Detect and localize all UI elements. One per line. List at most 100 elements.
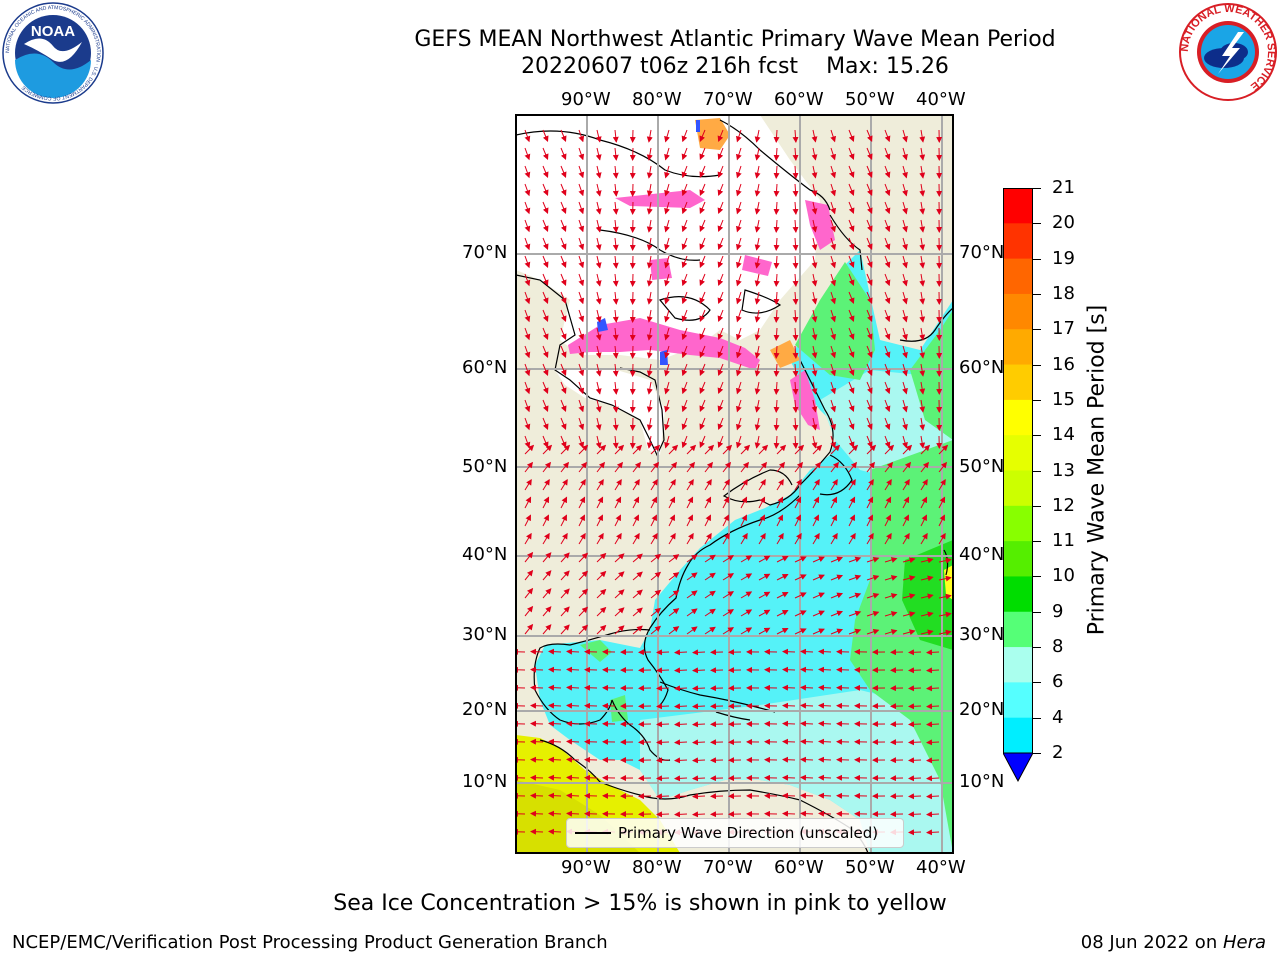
wave-arrow	[758, 444, 769, 455]
wave-arrow	[548, 702, 562, 709]
wave-arrow	[704, 626, 716, 635]
wave-arrow	[866, 574, 880, 581]
lon-label-top: 90°W	[561, 89, 611, 110]
lat-label-left: 70°N	[462, 242, 508, 263]
colorbar	[1003, 188, 1033, 783]
wave-arrow	[754, 381, 761, 395]
wave-arrow	[650, 589, 662, 599]
wave-arrow	[811, 327, 818, 341]
wave-arrow	[848, 496, 856, 509]
wave-arrow	[758, 532, 766, 545]
colorbar-tick-mark	[1033, 223, 1041, 225]
wave-arrow	[560, 309, 567, 323]
lat-label-right: 20°N	[959, 699, 1005, 720]
wave-arrow	[782, 702, 796, 709]
wave-arrow	[866, 592, 880, 599]
wave-arrow	[848, 444, 859, 455]
wave-arrow	[812, 496, 820, 509]
wave-arrow	[782, 648, 796, 655]
wave-arrow	[650, 625, 662, 635]
wave-arrow	[530, 684, 544, 691]
wave-arrow	[773, 219, 780, 233]
wave-arrow	[612, 201, 619, 215]
wave-arrow	[773, 327, 780, 341]
lon-label-top: 40°W	[916, 89, 966, 110]
wave-arrow	[530, 666, 544, 673]
colorbar-segment	[1003, 505, 1033, 542]
wave-arrow	[919, 129, 926, 143]
wave-arrow	[773, 381, 780, 395]
footer-branch: NCEP/EMC/Verification Post Processing Pr…	[12, 932, 608, 953]
wave-arrow	[792, 417, 799, 431]
wave-arrow	[919, 435, 926, 449]
wave-arrow	[902, 381, 908, 395]
wave-arrow	[664, 201, 670, 215]
wave-arrow	[692, 757, 706, 764]
wave-arrow	[566, 774, 580, 781]
wave-arrow	[566, 666, 580, 673]
wave-arrow	[919, 273, 926, 287]
wave-arrow	[908, 685, 922, 692]
wave-arrow	[646, 237, 653, 251]
lat-label-left: 50°N	[462, 456, 508, 477]
wave-arrow	[548, 828, 562, 835]
wave-arrow	[524, 569, 534, 581]
wave-arrow	[812, 514, 819, 527]
wave-arrow	[560, 532, 568, 545]
colorbar-tick-mark	[1033, 647, 1041, 649]
wave-arrow	[681, 363, 688, 377]
sea-ice-note: Sea Ice Concentration > 15% is shown in …	[333, 891, 947, 916]
colorbar-tick-label: 10	[1052, 565, 1075, 587]
wave-arrow	[902, 255, 908, 269]
wave-arrow	[674, 685, 688, 692]
wave-arrow	[902, 147, 908, 161]
wave-arrow	[632, 553, 643, 563]
wave-arrow	[812, 461, 822, 473]
wave-arrow	[758, 591, 771, 599]
wave-arrow	[560, 570, 570, 581]
wave-arrow	[646, 381, 653, 395]
wave-arrow	[674, 757, 688, 764]
wave-arrow	[656, 811, 670, 818]
wave-arrow	[830, 183, 837, 197]
wave-arrow	[754, 309, 761, 323]
wave-arrow	[782, 738, 796, 745]
wave-arrow	[800, 666, 814, 673]
wave-arrow	[596, 624, 607, 635]
wave-arrow	[542, 606, 552, 617]
wave-arrow	[524, 417, 531, 431]
wave-arrow	[612, 129, 619, 143]
wave-arrow	[919, 147, 926, 161]
colorbar-tick-mark	[1033, 611, 1041, 613]
wave-arrow	[686, 590, 698, 599]
wave-arrow	[632, 514, 639, 527]
wave-arrow	[548, 810, 562, 817]
wave-arrow	[632, 461, 642, 473]
wave-arrow	[884, 183, 891, 197]
wave-arrow	[754, 273, 761, 287]
wave-arrow	[830, 255, 837, 269]
wave-arrow	[920, 514, 927, 527]
wave-arrow	[650, 496, 658, 509]
wave-arrow	[530, 738, 544, 745]
wave-arrow	[612, 273, 619, 287]
wave-arrow	[717, 183, 724, 197]
wave-arrow	[773, 183, 780, 197]
wave-arrow	[919, 183, 926, 197]
colorbar-tick-label: 9	[1052, 600, 1064, 622]
wave-arrow	[920, 496, 928, 509]
wave-arrow	[792, 381, 799, 395]
wave-arrow	[848, 129, 855, 143]
map-frame	[515, 114, 954, 854]
wave-arrow	[754, 345, 761, 359]
wave-arrow	[722, 555, 735, 563]
wave-arrow	[632, 478, 640, 491]
wave-arrow	[848, 201, 855, 215]
chart-title: GEFS MEAN Northwest Atlantic Primary Wav…	[414, 27, 1056, 52]
wave-arrow	[612, 417, 619, 431]
wave-arrow	[776, 496, 784, 509]
wave-arrow	[735, 435, 742, 449]
wave-arrow	[560, 291, 567, 305]
colorbar-frame	[1003, 188, 1033, 754]
wave-arrow	[614, 607, 625, 617]
